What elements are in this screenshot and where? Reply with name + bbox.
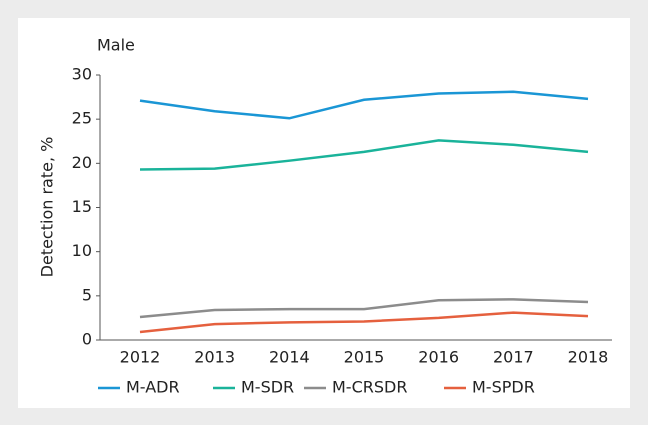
x-tick-label: 2015 (344, 348, 385, 367)
y-tick-label: 0 (82, 330, 92, 349)
legend-label: M-ADR (126, 378, 180, 397)
legend-label: M-SPDR (472, 378, 535, 397)
chart-panel (18, 18, 630, 408)
x-tick-label: 2017 (493, 348, 534, 367)
chart-title: Male (97, 36, 135, 55)
y-axis-label: Detection rate, % (38, 137, 57, 278)
x-tick-label: 2013 (194, 348, 235, 367)
y-tick-label: 5 (82, 285, 92, 304)
x-tick-label: 2018 (568, 348, 609, 367)
data-line (139, 90, 589, 120)
data-line (139, 139, 589, 171)
data-line (139, 311, 589, 334)
legend-label: M-SDR (241, 378, 294, 397)
y-tick-label: 15 (72, 197, 92, 216)
x-tick-label: 2012 (120, 348, 161, 367)
legend-label: M-CRSDR (332, 378, 407, 397)
x-tick-label: 2016 (418, 348, 459, 367)
y-tick-label: 30 (72, 65, 92, 84)
y-tick-label: 10 (72, 241, 92, 260)
y-tick-label: 25 (72, 109, 92, 128)
x-tick-label: 2014 (269, 348, 310, 367)
data-line (139, 298, 589, 319)
y-tick-label: 20 (72, 153, 92, 172)
